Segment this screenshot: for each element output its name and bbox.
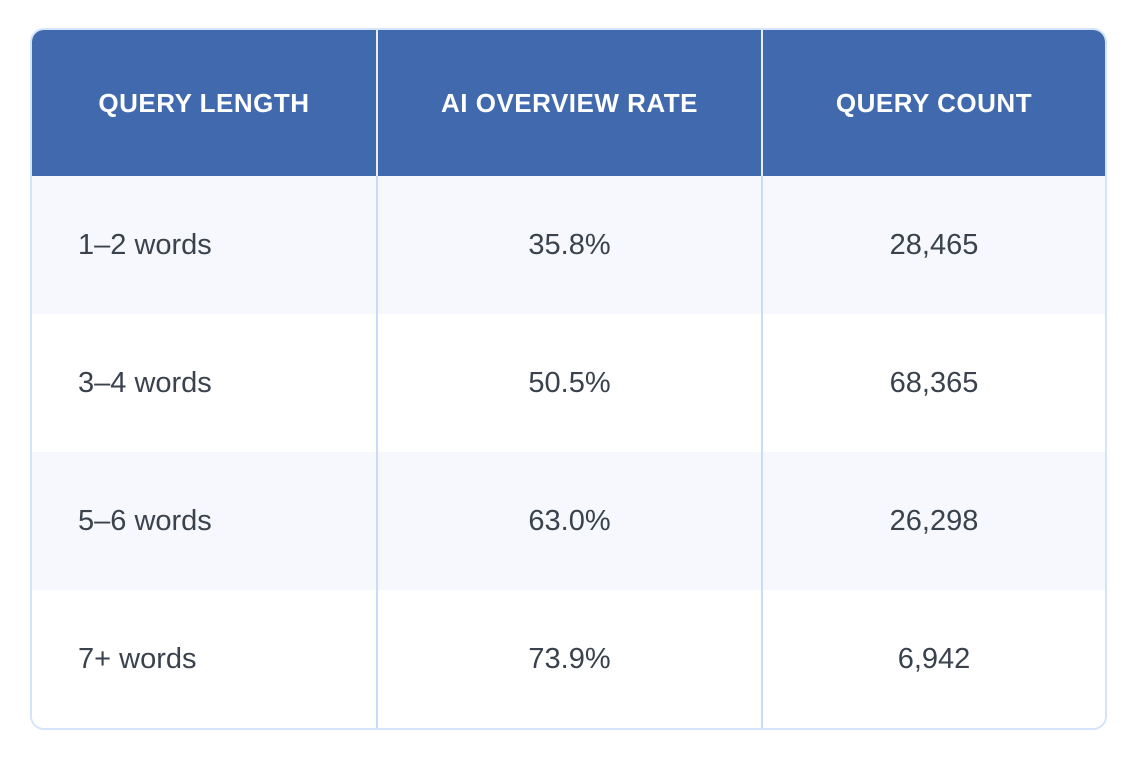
- table-row: 3–4 words 50.5% 68,365: [32, 314, 1105, 452]
- column-header-query-length: QUERY LENGTH: [32, 30, 376, 176]
- cell-query-length: 5–6 words: [32, 452, 376, 590]
- cell-query-count: 68,365: [761, 314, 1105, 452]
- cell-query-count: 28,465: [761, 176, 1105, 314]
- cell-query-length: 7+ words: [32, 590, 376, 728]
- table-row: 5–6 words 63.0% 26,298: [32, 452, 1105, 590]
- column-header-ai-overview-rate: AI OVERVIEW RATE: [376, 30, 761, 176]
- table-row: 7+ words 73.9% 6,942: [32, 590, 1105, 728]
- cell-query-count: 26,298: [761, 452, 1105, 590]
- column-header-query-count: QUERY COUNT: [761, 30, 1105, 176]
- cell-ai-overview-rate: 35.8%: [376, 176, 761, 314]
- cell-ai-overview-rate: 63.0%: [376, 452, 761, 590]
- cell-query-count: 6,942: [761, 590, 1105, 728]
- cell-query-length: 1–2 words: [32, 176, 376, 314]
- table-row: 1–2 words 35.8% 28,465: [32, 176, 1105, 314]
- table-header-row: QUERY LENGTH AI OVERVIEW RATE QUERY COUN…: [32, 30, 1105, 176]
- cell-query-length: 3–4 words: [32, 314, 376, 452]
- cell-ai-overview-rate: 73.9%: [376, 590, 761, 728]
- ai-overview-rate-table: QUERY LENGTH AI OVERVIEW RATE QUERY COUN…: [30, 28, 1107, 730]
- cell-ai-overview-rate: 50.5%: [376, 314, 761, 452]
